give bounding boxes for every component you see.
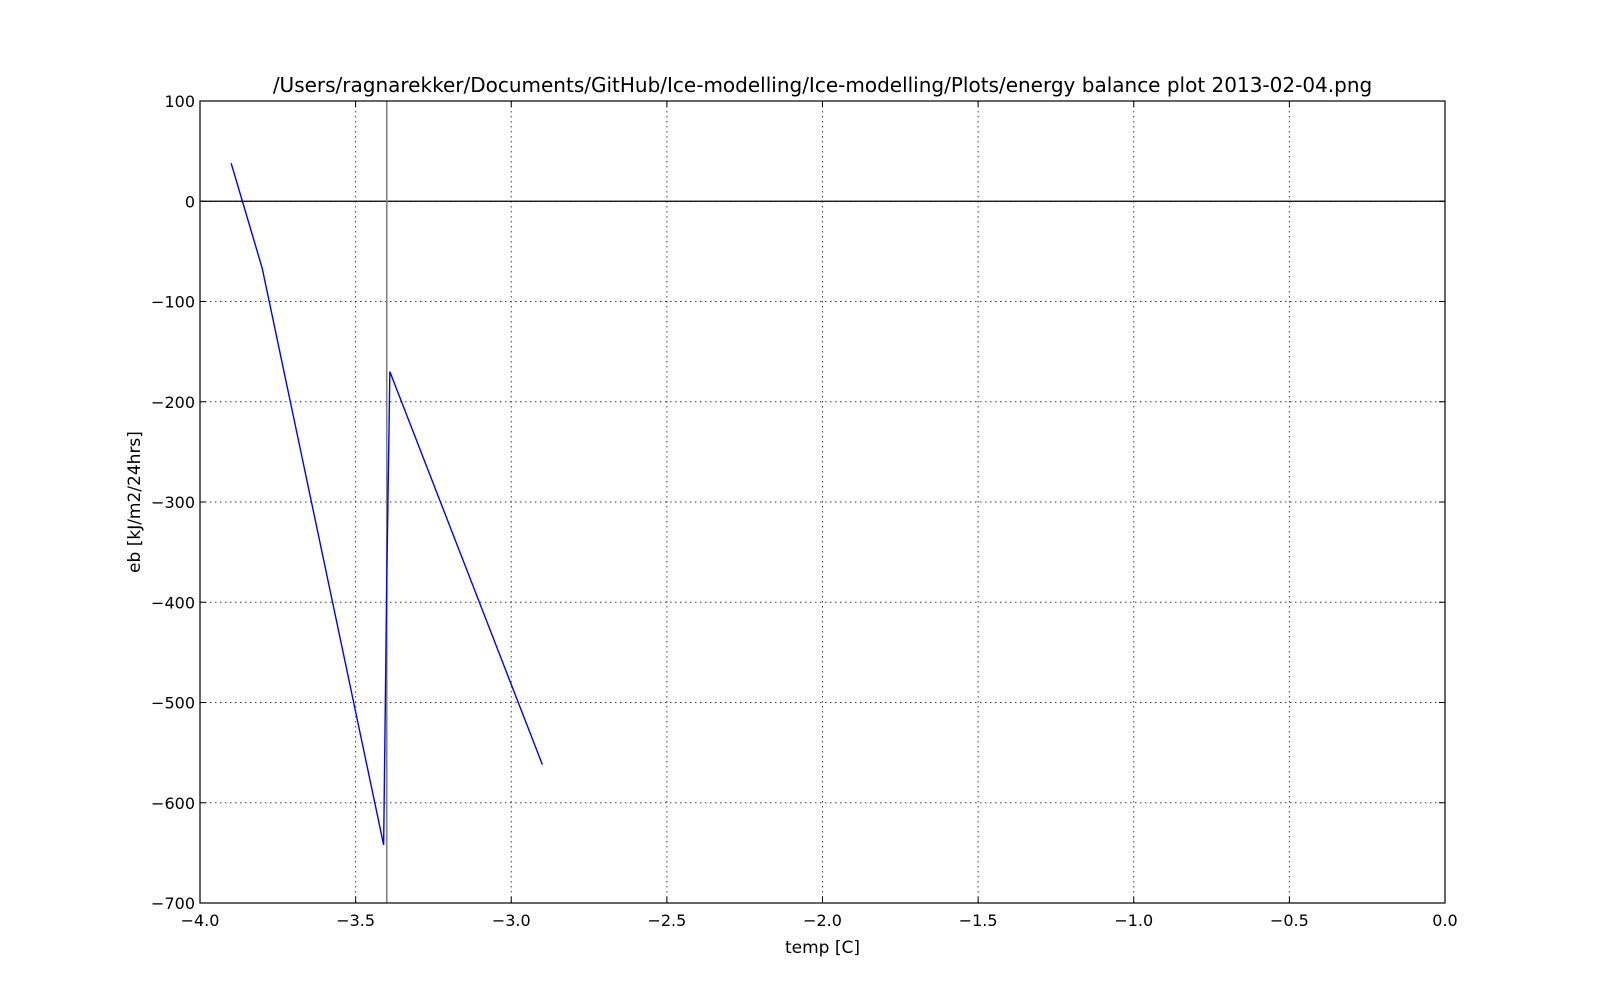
y-tick-label: 100	[164, 92, 195, 111]
y-tick-label: −200	[151, 393, 195, 412]
grid-layer	[200, 101, 1445, 903]
series-line	[230, 162, 544, 846]
x-tick-label: −1.0	[1114, 911, 1153, 930]
x-tick-label: −2.0	[803, 911, 842, 930]
x-tick-label: −1.5	[959, 911, 998, 930]
y-tick-label: −400	[151, 593, 195, 612]
y-tick-label: −600	[151, 794, 195, 813]
y-tick-label: −700	[151, 894, 195, 913]
chart-title: /Users/ragnarekker/Documents/GitHub/Ice-…	[273, 73, 1372, 97]
y-tick-label: −500	[151, 694, 195, 713]
reference-lines	[200, 101, 1445, 903]
y-tick-label: 0	[185, 192, 195, 211]
series-layer	[230, 162, 544, 846]
tick-layer: −4.0 −3.5 −3.0 −2.5 −2.0 −1.5 −1.0 −0.5 0.0 100 0 −…	[151, 92, 1458, 930]
x-tick-label: −4.0	[181, 911, 220, 930]
y-tick-label: −100	[151, 293, 195, 312]
x-tick-label: −0.5	[1270, 911, 1309, 930]
y-tick-label: −300	[151, 493, 195, 512]
x-tick-label: 0.0	[1432, 911, 1457, 930]
y-axis-label: eb [kJ/m2/24hrs]	[125, 431, 145, 573]
x-tick-label: −3.5	[336, 911, 375, 930]
x-tick-label: −2.5	[647, 911, 686, 930]
x-axis-label: temp [C]	[785, 938, 860, 958]
x-tick-label: −3.0	[492, 911, 531, 930]
